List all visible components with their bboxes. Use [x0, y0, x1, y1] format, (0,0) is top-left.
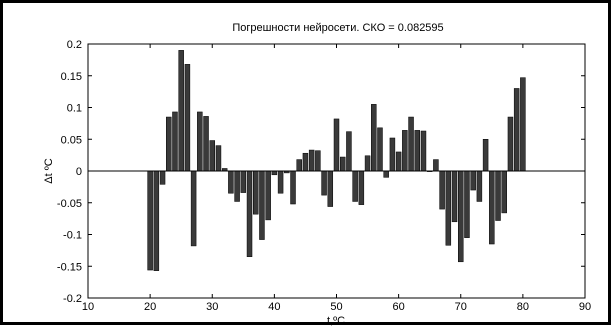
bar: [358, 170, 365, 205]
y-tick-label: 0.15: [61, 71, 82, 83]
bar: [451, 170, 458, 223]
bar: [383, 170, 389, 178]
chart-title: Погрешности нейросети. СКО = 0.082595: [232, 22, 443, 34]
bar: [439, 170, 445, 210]
bar: [265, 170, 271, 221]
bar: [339, 156, 346, 172]
bar: [402, 130, 408, 172]
x-tick-label: 90: [579, 301, 591, 313]
bar: [190, 170, 197, 247]
x-tick-label: 50: [330, 301, 342, 313]
bar: [327, 170, 334, 207]
bar: [507, 116, 514, 172]
bar: [408, 116, 414, 172]
y-tick-label: -0.15: [57, 261, 82, 273]
bar: [395, 151, 402, 172]
bar: [333, 118, 340, 172]
bar: [520, 77, 526, 172]
bar: [253, 170, 259, 215]
bar: [371, 104, 377, 172]
bar: [277, 170, 284, 194]
bar: [166, 116, 172, 172]
bar: [147, 170, 153, 271]
bar: [346, 131, 352, 172]
bar: [470, 170, 476, 191]
bar: [259, 170, 265, 240]
bar: [197, 111, 203, 172]
y-ticks-group: -0.2 -0.15 -0.1 -0.05 0 0.05 0.1 0.15 0.2: [57, 39, 585, 305]
x-tick-label: 40: [268, 301, 280, 313]
y-tick-label: 0.1: [67, 103, 82, 115]
bar: [495, 170, 501, 221]
bar: [240, 170, 247, 193]
y-axis-label: Δt ºC: [43, 158, 55, 183]
bar: [290, 170, 296, 205]
y-tick-label: -0.05: [57, 198, 82, 210]
bar: [414, 130, 420, 172]
y-tick-label: -0.2: [63, 293, 82, 305]
bar: [420, 130, 427, 172]
bar: [308, 149, 315, 172]
bar: [172, 111, 178, 172]
bar: [296, 159, 302, 172]
x-tick-label: 20: [144, 301, 156, 313]
bar: [271, 170, 278, 176]
x-tick-label: 30: [206, 301, 218, 313]
bar: [315, 150, 321, 172]
bar: [476, 170, 483, 202]
bar: [215, 145, 222, 172]
bar: [203, 116, 209, 172]
y-tick-label: 0.05: [61, 134, 82, 146]
x-tick-label: 60: [393, 301, 405, 313]
bar: [184, 64, 191, 172]
y-tick-label: 0: [76, 166, 82, 178]
bar: [352, 170, 358, 202]
y-tick-label: -0.1: [63, 230, 82, 242]
bar: [209, 140, 215, 172]
x-tick-label: 80: [517, 301, 529, 313]
chart-svg: Погрешности нейросети. СКО = 0.082595 10…: [43, 22, 591, 327]
bar: [489, 170, 495, 245]
bar: [501, 170, 507, 214]
x-axis-label: t,ºC: [327, 315, 345, 327]
bar: [178, 50, 184, 172]
x-tick-label: 70: [455, 301, 467, 313]
bar: [513, 88, 520, 172]
bar: [234, 170, 240, 202]
bar: [153, 170, 160, 271]
bar: [246, 170, 253, 257]
bar: [464, 170, 470, 238]
bar: [389, 137, 396, 172]
x-ticks-group: 10 20 30 40 50 60 70 80 90: [82, 44, 591, 313]
bar: [458, 170, 464, 263]
bar: [159, 170, 166, 185]
bar: [482, 139, 489, 172]
bar: [228, 170, 234, 194]
bar: [445, 170, 452, 246]
bar: [364, 155, 371, 172]
x-tick-label: 10: [82, 301, 94, 313]
bar: [321, 170, 327, 196]
bar: [302, 152, 309, 172]
bar: [377, 127, 383, 172]
bar: [433, 159, 439, 172]
y-tick-label: 0.2: [67, 39, 82, 51]
